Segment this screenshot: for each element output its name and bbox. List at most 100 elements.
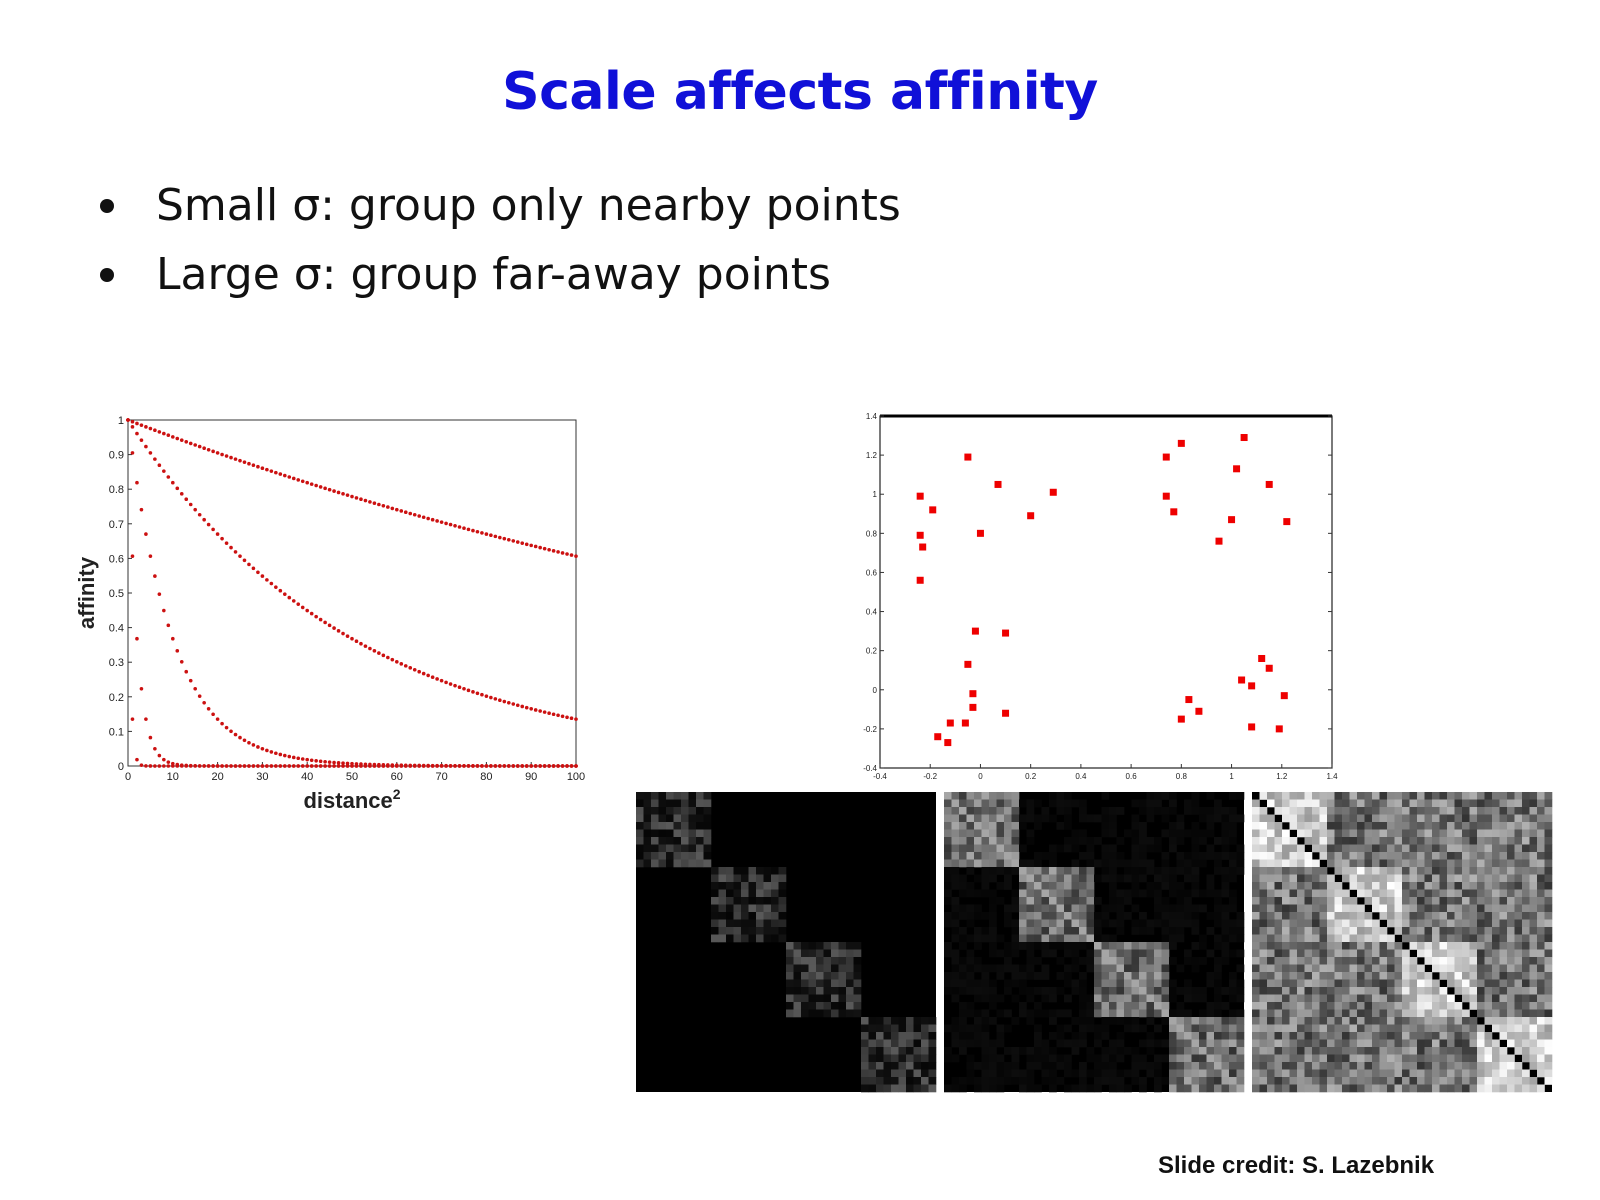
matrix-cell [1274,889,1283,898]
matrix-cell [974,1077,982,1085]
matrix-cell [1447,792,1455,800]
matrix-cell [1432,942,1440,950]
matrix-cell [1469,1084,1478,1093]
matrix-cell [1402,1024,1410,1033]
affinity-matrix-1 [636,792,937,1093]
matrix-cell [1409,1024,1418,1033]
matrix-cell [1454,829,1463,838]
matrix-cell [1267,844,1275,853]
data-point [126,418,130,422]
matrix-cell [1056,882,1065,890]
matrix-cell [1289,964,1298,973]
matrix-cell [883,1069,892,1078]
matrix-cell [913,1047,922,1055]
matrix-cell [1169,987,1177,995]
matrix-cell [1139,837,1147,845]
matrix-cell [1169,942,1177,950]
matrix-cell [1529,1032,1538,1040]
matrix-cell [1086,814,1095,823]
matrix-cell [1289,1054,1298,1063]
data-point [224,454,229,458]
matrix-cell [1394,859,1403,868]
matrix-cell [868,1032,877,1040]
matrix-cell [1499,1032,1508,1040]
matrix-cell [1462,1054,1470,1063]
matrix-cell [1402,807,1410,815]
matrix-cell [1462,957,1470,965]
matrix-cell [1086,934,1095,943]
matrix-cell [1289,1039,1298,1048]
matrix-cell [1267,987,1275,995]
matrix-cell [1357,1084,1365,1093]
matrix-cell [1236,859,1245,868]
matrix-cell [1146,972,1155,980]
matrix-cell [1432,799,1440,808]
matrix-cell [1176,919,1185,928]
matrix-cell [1319,912,1328,920]
matrix-cell [1161,829,1170,838]
matrix-cell [1011,1069,1020,1078]
matrix-cell [996,1032,1005,1040]
matrix-cell [1312,859,1320,868]
matrix-cell [1221,889,1230,898]
matrix-cell [1439,1084,1448,1093]
matrix-cell [1139,1084,1147,1093]
matrix-cell [1274,972,1283,980]
matrix-cell [1267,799,1275,808]
matrix-cell [876,1024,884,1033]
matrix-cell [1469,942,1478,950]
matrix-cell [1529,1017,1538,1025]
data-point [220,764,224,768]
matrix-cell [1101,904,1110,913]
matrix-cell [801,972,809,980]
matrix-cell [1004,987,1012,995]
matrix-cell [1056,919,1065,928]
matrix-cell [1357,807,1365,815]
data-point [399,763,404,768]
matrix-cell [1101,1077,1110,1085]
matrix-cell [1529,1077,1538,1085]
data-point [484,764,489,768]
matrix-cell [1312,979,1320,988]
matrix-cell [1131,1017,1140,1025]
matrix-cell [928,1017,937,1025]
matrix-cell [996,1054,1005,1063]
matrix-cell [846,949,854,958]
matrix-cell [1131,822,1140,830]
matrix-cell [786,1002,794,1010]
matrix-cell [1514,1017,1523,1025]
matrix-cell [1056,942,1065,950]
matrix-cell [1079,1077,1087,1085]
matrix-cell [1221,987,1230,995]
data-point [179,438,184,442]
data-point [377,651,381,655]
matrix-cell [1342,1009,1350,1018]
matrix-cell [778,874,787,883]
plot-frame [879,415,1333,769]
matrix-cell [1131,904,1140,913]
matrix-cell [1259,934,1268,943]
matrix-cell [808,949,817,958]
matrix-cell [1184,829,1192,838]
matrix-cell [1267,934,1275,943]
matrix-cell [1109,814,1117,823]
matrix-cell [1011,814,1020,823]
matrix-cell [1282,942,1290,950]
matrix-cell [1206,927,1215,935]
matrix-cell [1439,904,1448,913]
data-point [332,489,336,493]
matrix-cell [974,979,982,988]
matrix-cell [996,807,1005,815]
data-point [287,595,292,600]
matrix-cell [1019,799,1027,808]
data-point [296,602,301,606]
matrix-cell [1349,882,1358,890]
matrix-cell [1011,972,1020,980]
matrix-cell [891,1024,899,1033]
data-point [153,428,157,433]
matrix-cell [1462,1017,1470,1025]
data-point [426,763,430,768]
matrix-cell [1447,1077,1455,1085]
matrix-cell [1387,979,1395,988]
matrix-cell [1417,867,1425,875]
